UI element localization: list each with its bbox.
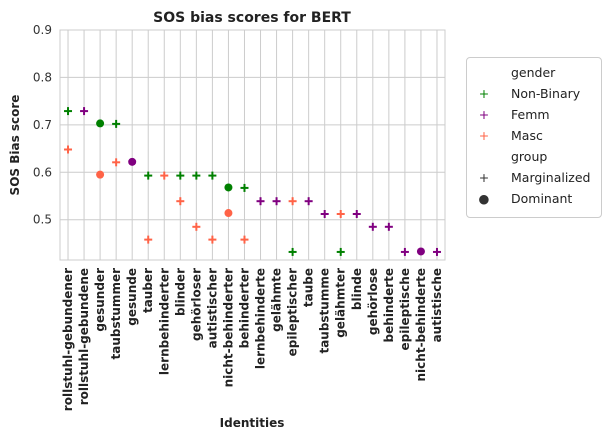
legend-label: Femm [511,107,550,122]
chart-title: SOS bias scores for BERT [153,10,351,26]
legend-group-title: group [511,149,548,164]
plus-marker-icon: + [478,86,490,101]
marginalized-point [384,222,393,231]
y-axis-label: SOS Bias score [8,95,22,196]
legend-item-dominant: ● Dominant [467,189,601,209]
legend-label: Non-Binary [511,86,581,101]
dominant-point [224,209,233,218]
marginalized-point [400,247,409,256]
marginalized-point [272,197,281,206]
marginalized-point [288,247,297,256]
dominant-point [96,119,105,128]
x-tick-label: gesunder [93,268,107,332]
marginalized-point [336,247,345,256]
legend-gender-header: gender [467,63,601,83]
plus-marker-icon: + [478,170,490,185]
x-tick-label: blinder [173,268,187,316]
marginalized-point [176,171,185,180]
marginalized-point [144,171,153,180]
plus-marker-icon: + [478,128,490,143]
marginalized-point [64,107,73,116]
y-tick-label: 0.9 [33,23,52,37]
marginalized-point [352,210,361,218]
y-tick-label: 0.7 [33,118,52,132]
x-tick-label: gesunde [125,268,139,326]
marginalized-point [320,210,329,218]
legend-label: Masc [511,128,543,143]
marginalized-point [160,171,169,180]
legend-item-femm: + Femm [467,105,601,125]
marginalized-point [64,145,73,154]
x-tick-label: gehörlose [366,268,380,335]
marginalized-point [208,235,217,244]
y-tick-label: 0.6 [33,165,52,179]
x-tick-label: autistischer [205,268,219,348]
x-tick-label: rollstuhl-gebundener [61,268,75,411]
marginalized-point [208,171,217,180]
x-tick-label: rollstuhl-gebundene [77,268,91,405]
legend-group-header: group [467,147,601,167]
plot-frame [59,29,446,261]
marginalized-point [192,171,201,180]
x-tick-label: epileptische [398,268,412,350]
legend-label: Dominant [511,191,573,206]
grid-lines [59,29,446,261]
x-axis-label: Identities [220,416,285,430]
circle-marker-icon: ● [478,191,490,206]
legend-label: Marginalized [511,170,591,185]
legend-gender-title: gender [511,65,556,80]
marginalized-point [432,247,441,256]
x-tick-label: lernbehinderter [157,268,171,375]
x-tick-label: gelähmter [334,268,348,338]
marginalized-point [304,197,313,206]
x-tick-label: behinderter [237,268,251,348]
x-tick-label: nicht-behinderte [414,268,428,381]
x-tick-label: taubstumme [318,268,332,354]
x-tick-label: nicht-behinderter [221,268,235,387]
marginalized-point [144,235,153,244]
dominant-point [224,183,233,192]
data-points [64,107,441,256]
dominant-point [96,170,105,179]
x-tick-label: epileptischer [286,268,300,356]
x-tick-label: taubstummer [109,268,123,360]
marginalized-point [368,222,377,231]
x-tick-label: behinderte [382,268,396,342]
y-tick-label: 0.5 [33,213,52,227]
x-tick-label: tauber [141,268,155,313]
x-tick-label: blinde [350,268,364,310]
dominant-point [128,157,137,166]
marginalized-point [112,158,121,167]
marginalized-point [288,197,297,206]
dominant-point [416,247,425,256]
x-tick-label: autistische [430,268,444,342]
marginalized-point [80,107,89,116]
legend: gender + Non-Binary + Femm + Masc group … [466,57,602,218]
legend-item-marginalized: + Marginalized [467,168,601,188]
y-tick-label: 0.8 [33,70,52,84]
marginalized-point [256,197,265,206]
legend-item-masc: + Masc [467,126,601,146]
x-tick-label: gehörloser [189,268,203,341]
y-tick-labels: 0.5 0.6 0.7 0.8 0.9 [33,23,52,227]
x-tick-label: taube [302,268,316,307]
x-tick-label: lernbehinderte [254,268,268,369]
marginalized-point [192,222,201,231]
x-tick-labels: rollstuhl-gebundener rollstuhl-gebundene g… [61,268,444,411]
marginalized-point [240,183,249,192]
x-tick-label: gelähmte [270,268,284,332]
marginalized-point [240,235,249,244]
plus-marker-icon: + [478,107,490,122]
marginalized-point [336,210,345,218]
marginalized-point [176,197,185,206]
legend-item-non-binary: + Non-Binary [467,84,601,104]
marginalized-point [112,119,121,128]
